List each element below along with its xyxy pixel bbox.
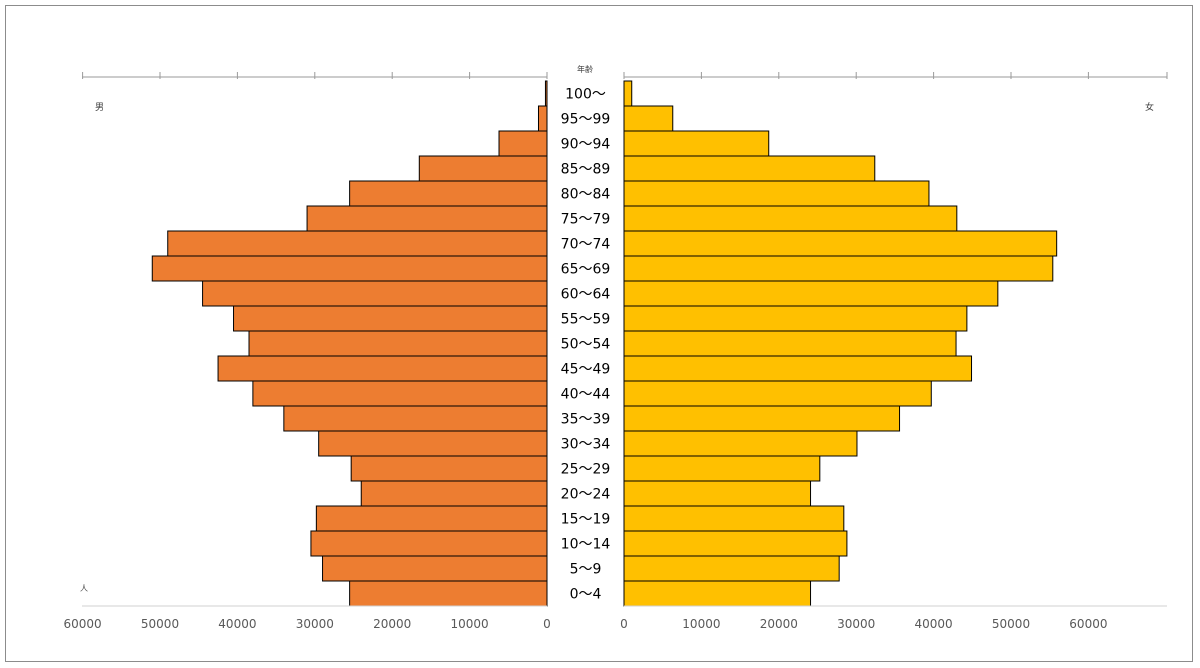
bar-female-18 — [623, 530, 848, 557]
age-label-0: 100〜 — [565, 87, 606, 103]
right-label: 女 — [1145, 101, 1154, 113]
bar-female-0 — [623, 80, 633, 107]
bar-female-17 — [623, 505, 845, 532]
bar-female-14 — [623, 430, 858, 457]
age-label-20: 0〜4 — [570, 587, 602, 603]
bar-female-7 — [623, 255, 1054, 282]
bar-male-18 — [310, 530, 548, 557]
left-label: 男 — [95, 102, 104, 113]
bar-male-8 — [202, 280, 548, 307]
bar-female-16 — [623, 480, 812, 507]
x-tick-right-4: 40000 — [915, 617, 953, 631]
age-label-6: 70〜74 — [561, 237, 611, 253]
age-label-11: 45〜49 — [561, 362, 611, 378]
bar-female-15 — [623, 455, 821, 482]
bar-male-2 — [498, 130, 548, 157]
x-tick-left-4: 20000 — [373, 617, 411, 631]
age-label-5: 75〜79 — [561, 212, 611, 228]
x-tick-right-5: 50000 — [992, 617, 1030, 631]
bar-female-5 — [623, 205, 958, 232]
unit-label: 人 — [80, 584, 88, 593]
age-labels-group: 100〜 95〜99 90〜94 85〜89 80〜84 75〜79 70〜74 65〜69 6… — [561, 87, 611, 603]
bar-female-13 — [623, 405, 901, 432]
bar-male-11 — [217, 355, 548, 382]
age-label-2: 90〜94 — [561, 137, 611, 153]
bar-male-7 — [151, 255, 548, 282]
bar-male-12 — [252, 380, 548, 407]
bar-male-0 — [544, 80, 548, 107]
bar-male-15 — [350, 455, 548, 482]
age-label-8: 60〜64 — [561, 287, 611, 303]
bar-female-20 — [623, 580, 812, 607]
age-label-1: 95〜99 — [561, 112, 611, 128]
age-label-14: 30〜34 — [561, 437, 611, 453]
bar-female-3 — [623, 155, 876, 182]
age-label-19: 5〜9 — [570, 562, 602, 578]
x-tick-left-2: 40000 — [218, 617, 256, 631]
bar-male-1 — [537, 105, 548, 132]
age-label-17: 15〜19 — [561, 512, 611, 528]
bar-male-5 — [306, 205, 548, 232]
x-tick-right-3: 30000 — [837, 617, 875, 631]
x-tick-right-2: 20000 — [760, 617, 798, 631]
x-tick-right-0: 0 — [620, 617, 628, 631]
bar-female-11 — [623, 355, 973, 382]
x-tick-left-3: 30000 — [296, 617, 334, 631]
bar-male-20 — [349, 580, 548, 607]
bar-male-14 — [318, 430, 548, 457]
age-label-10: 50〜54 — [561, 337, 611, 353]
bar-female-19 — [623, 555, 840, 582]
bar-male-3 — [418, 155, 548, 182]
bar-male-10 — [248, 330, 548, 357]
bar-female-1 — [623, 105, 674, 132]
bar-male-19 — [322, 555, 548, 582]
age-label-12: 40〜44 — [561, 387, 611, 403]
x-tick-right-6: 60000 — [1069, 617, 1107, 631]
bar-male-6 — [167, 230, 548, 257]
age-label-13: 35〜39 — [561, 412, 611, 428]
bar-female-8 — [623, 280, 999, 307]
axes-group: 60000 50000 40000 30000 20000 10000 0 0 10000 200… — [64, 72, 1168, 631]
age-label-18: 10〜14 — [561, 537, 611, 553]
x-tick-left-1: 50000 — [141, 617, 179, 631]
bar-female-4 — [623, 180, 930, 207]
x-tick-left-5: 10000 — [451, 617, 489, 631]
age-label-3: 85〜89 — [561, 162, 611, 178]
bar-female-10 — [623, 330, 957, 357]
bar-male-13 — [283, 405, 548, 432]
bar-male-9 — [233, 305, 548, 332]
age-label-16: 20〜24 — [561, 487, 611, 503]
bar-female-2 — [623, 130, 770, 157]
bar-male-16 — [360, 480, 548, 507]
header-label: 年齢 — [577, 64, 593, 74]
chart-frame — [5, 5, 1193, 662]
x-tick-right-1: 10000 — [682, 617, 720, 631]
bars-group — [151, 80, 1058, 607]
bar-female-6 — [623, 230, 1058, 257]
age-label-4: 80〜84 — [561, 187, 611, 203]
bar-female-12 — [623, 380, 932, 407]
age-label-15: 25〜29 — [561, 462, 611, 478]
age-label-9: 55〜59 — [561, 312, 611, 328]
bar-male-17 — [315, 505, 548, 532]
x-tick-left-6: 0 — [543, 617, 551, 631]
age-label-7: 65〜69 — [561, 262, 611, 278]
x-tick-left-0: 60000 — [64, 617, 102, 631]
bar-male-4 — [349, 180, 548, 207]
bar-female-9 — [623, 305, 968, 332]
